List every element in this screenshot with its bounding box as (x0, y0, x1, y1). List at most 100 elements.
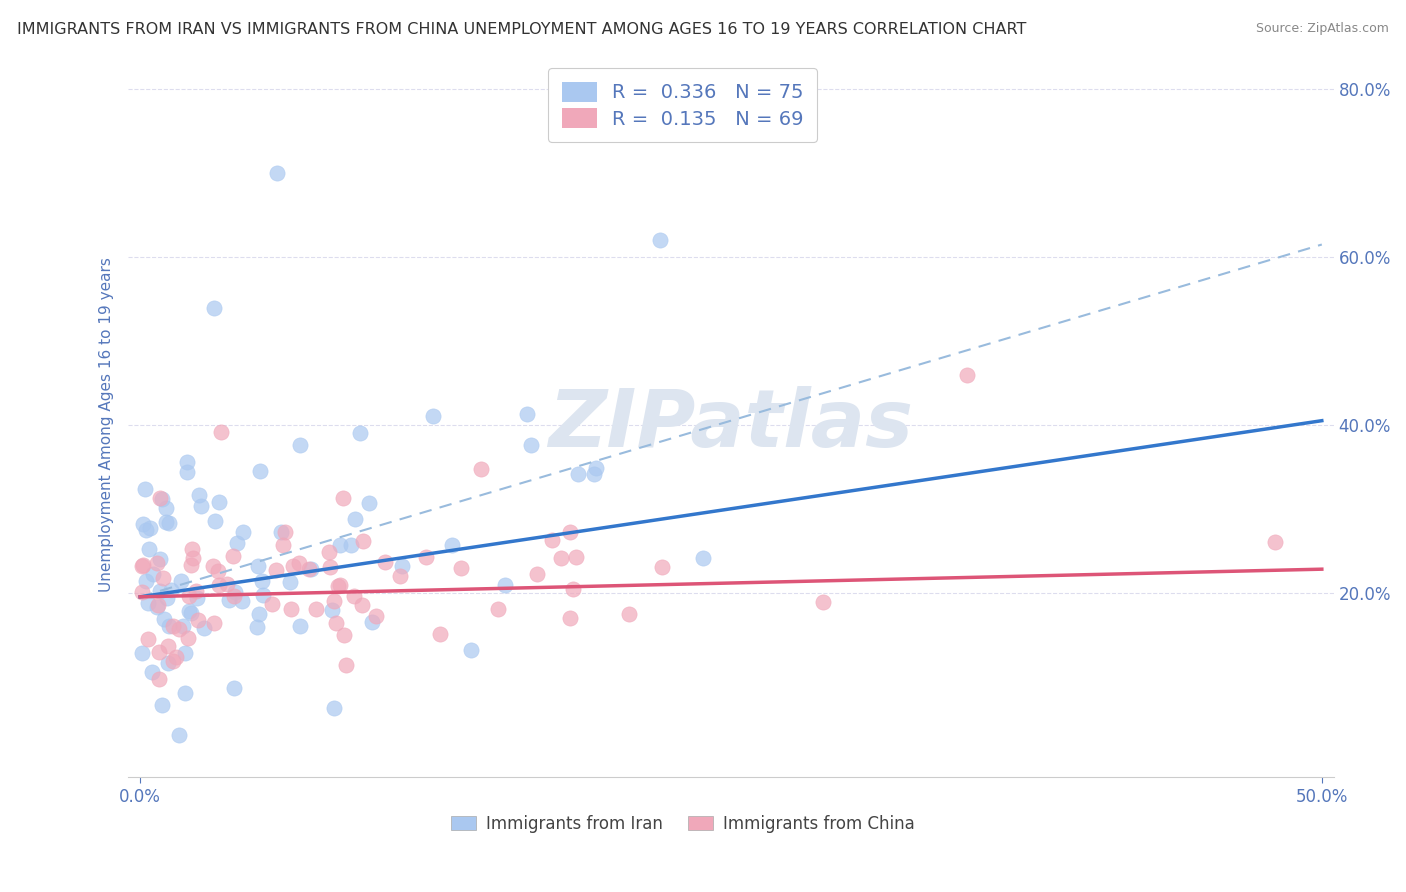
Point (450, 561, 472, 575)
Point (231, 594, 253, 608)
Text: IMMIGRANTS FROM IRAN VS IMMIGRANTS FROM CHINA UNEMPLOYMENT AMONG AGES 16 TO 19 Y: IMMIGRANTS FROM IRAN VS IMMIGRANTS FROM … (17, 22, 1026, 37)
Point (561, 582, 583, 596)
Point (359, 495, 381, 509)
Point (172, 619, 194, 633)
Point (583, 467, 606, 482)
Point (333, 628, 356, 642)
Point (149, 491, 172, 505)
Point (160, 582, 183, 597)
Point (190, 500, 212, 514)
Point (335, 657, 357, 672)
Point (180, 607, 202, 621)
Point (209, 425, 232, 439)
Point (325, 615, 347, 630)
Point (132, 516, 155, 531)
Point (145, 556, 167, 570)
Point (956, 368, 979, 382)
Point (204, 615, 226, 630)
Point (177, 631, 200, 645)
Point (648, 233, 671, 247)
Point (486, 601, 509, 615)
Point (374, 555, 396, 569)
Point (167, 622, 190, 636)
Point (180, 558, 202, 572)
Point (138, 541, 160, 556)
Point (565, 550, 588, 565)
Point (170, 574, 193, 588)
Point (173, 646, 195, 660)
Point (208, 578, 231, 592)
Point (460, 643, 482, 657)
Point (288, 556, 311, 570)
Point (343, 511, 366, 525)
Point (429, 626, 451, 640)
Point (305, 601, 328, 615)
Text: Source: ZipAtlas.com: Source: ZipAtlas.com (1256, 22, 1389, 36)
Point (249, 464, 271, 478)
Y-axis label: Unemployment Among Ages 16 to 19 years: Unemployment Among Ages 16 to 19 years (100, 258, 114, 592)
Point (318, 559, 340, 574)
Point (165, 649, 187, 664)
Point (150, 698, 173, 712)
Point (388, 569, 411, 583)
Point (186, 583, 208, 598)
Point (252, 588, 274, 602)
Point (339, 538, 361, 552)
Point (328, 579, 350, 593)
Point (247, 558, 270, 573)
Point (131, 559, 153, 574)
Point (225, 535, 247, 549)
Legend: R =  0.336   N = 75, R =  0.135   N = 69: R = 0.336 N = 75, R = 0.135 N = 69 (548, 68, 817, 143)
Point (174, 686, 197, 700)
Point (139, 520, 162, 534)
Point (215, 577, 238, 591)
Point (232, 525, 254, 540)
Point (283, 559, 305, 574)
Point (520, 438, 543, 452)
Point (298, 562, 321, 576)
Point (280, 602, 302, 616)
Point (567, 467, 589, 482)
Point (470, 462, 492, 476)
Point (352, 534, 374, 549)
Point (150, 491, 173, 506)
Point (146, 599, 169, 614)
Point (224, 585, 246, 599)
Point (692, 551, 714, 566)
Point (176, 465, 198, 479)
Point (343, 590, 366, 604)
Point (266, 166, 288, 180)
Point (811, 595, 834, 609)
Point (136, 632, 159, 647)
Point (391, 558, 413, 573)
Point (560, 611, 582, 625)
Point (135, 574, 157, 588)
Point (155, 500, 177, 515)
Point (332, 491, 354, 506)
Point (155, 515, 177, 529)
Point (218, 593, 240, 607)
Point (415, 550, 437, 565)
Point (222, 681, 245, 695)
Point (494, 578, 516, 592)
Point (352, 599, 374, 613)
Point (278, 575, 301, 590)
Point (288, 619, 311, 633)
Point (299, 562, 322, 576)
Point (361, 615, 384, 629)
Point (221, 549, 243, 563)
Point (188, 488, 211, 502)
Point (288, 437, 311, 451)
Point (177, 604, 200, 618)
Point (167, 728, 190, 742)
Point (149, 583, 172, 598)
Point (329, 578, 352, 592)
Point (146, 599, 169, 613)
Point (323, 701, 346, 715)
Point (246, 620, 269, 634)
Point (157, 656, 180, 670)
Point (329, 538, 352, 552)
Point (318, 545, 340, 559)
Point (271, 538, 294, 552)
Point (131, 646, 153, 660)
